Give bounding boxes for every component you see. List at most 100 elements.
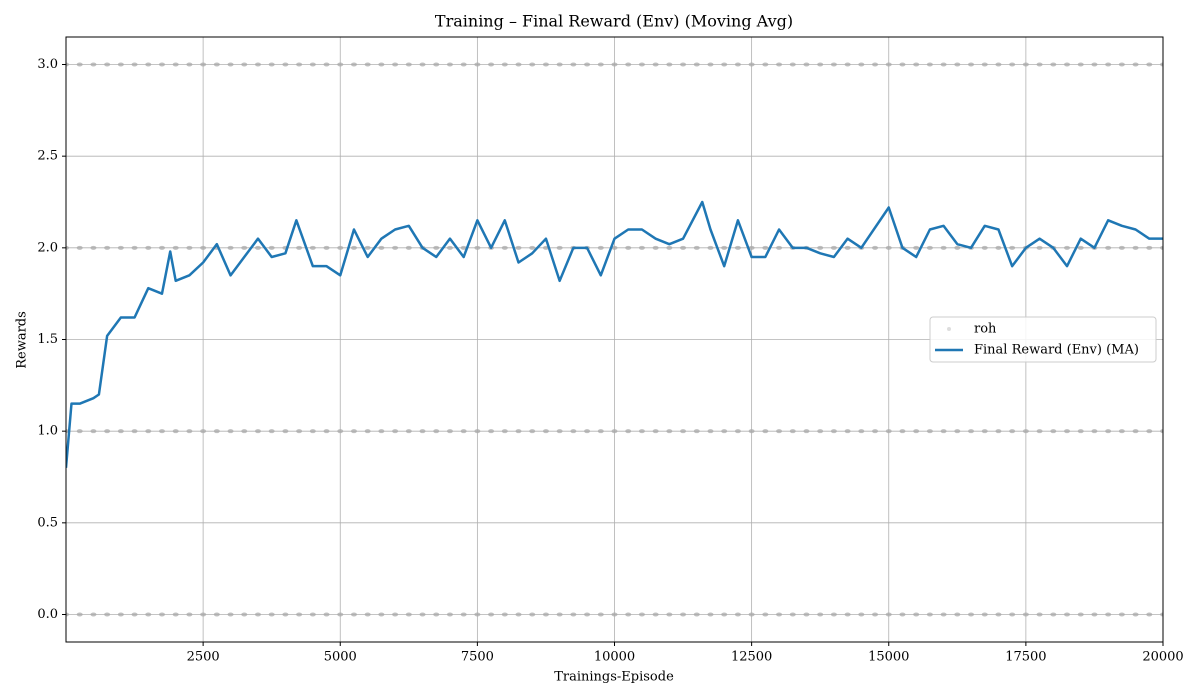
raw-point [1146, 612, 1153, 617]
raw-point [638, 245, 645, 250]
raw-point [378, 245, 385, 250]
raw-point [419, 62, 426, 67]
raw-point [625, 245, 632, 250]
y-tick-label: 2.0 [37, 240, 58, 255]
raw-point [474, 62, 481, 67]
raw-point [625, 62, 632, 67]
raw-point [556, 612, 563, 617]
raw-point [762, 245, 769, 250]
raw-point [405, 245, 412, 250]
raw-point [734, 245, 741, 250]
raw-point [570, 62, 577, 67]
raw-point [364, 62, 371, 67]
raw-point [844, 62, 851, 67]
raw-point [529, 429, 536, 434]
raw-point [200, 245, 207, 250]
raw-point [309, 612, 316, 617]
raw-point [392, 62, 399, 67]
raw-point [638, 62, 645, 67]
raw-point [542, 62, 549, 67]
legend-box [929, 316, 1157, 363]
raw-point [1050, 612, 1057, 617]
raw-point [1022, 62, 1029, 67]
raw-point [529, 245, 536, 250]
raw-point [584, 612, 591, 617]
raw-point [981, 245, 988, 250]
raw-point [926, 429, 933, 434]
raw-point [364, 429, 371, 434]
raw-point [515, 429, 522, 434]
raw-point [158, 612, 165, 617]
raw-point [433, 612, 440, 617]
raw-point [515, 62, 522, 67]
raw-point [844, 245, 851, 250]
raw-point [419, 429, 426, 434]
raw-point [1160, 245, 1163, 250]
raw-point [1077, 62, 1084, 67]
raw-point [707, 62, 714, 67]
legend-marker [947, 327, 951, 331]
raw-point [789, 429, 796, 434]
raw-point [995, 245, 1002, 250]
raw-point [241, 612, 248, 617]
raw-point [597, 62, 604, 67]
raw-point [1077, 245, 1084, 250]
raw-point [350, 612, 357, 617]
raw-point [913, 612, 920, 617]
raw-point [296, 429, 303, 434]
raw-point [638, 429, 645, 434]
x-tick-label: 10000 [594, 650, 635, 665]
x-tick-label: 12500 [731, 650, 772, 665]
raw-point [830, 62, 837, 67]
raw-point [666, 62, 673, 67]
raw-point [1009, 612, 1016, 617]
raw-point [337, 612, 344, 617]
y-axis-label: Rewards [15, 311, 30, 369]
raw-point [652, 429, 659, 434]
raw-point [104, 62, 111, 67]
raw-point [378, 612, 385, 617]
raw-point [1160, 429, 1163, 434]
raw-point [131, 62, 138, 67]
raw-point [501, 62, 508, 67]
raw-point [1146, 245, 1153, 250]
raw-point [968, 429, 975, 434]
raw-point [117, 612, 124, 617]
raw-point [666, 429, 673, 434]
raw-point [1132, 429, 1139, 434]
raw-point [405, 429, 412, 434]
raw-point [693, 62, 700, 67]
raw-point [611, 429, 618, 434]
legend-label: Final Reward (Env) (MA) [974, 343, 1139, 358]
y-tick-label: 1.0 [37, 424, 58, 439]
raw-point [227, 429, 234, 434]
raw-point [117, 62, 124, 67]
raw-point [460, 612, 467, 617]
raw-point [392, 245, 399, 250]
raw-point [66, 245, 69, 250]
raw-point [90, 429, 97, 434]
raw-point [529, 62, 536, 67]
raw-point [954, 245, 961, 250]
raw-point [693, 612, 700, 617]
raw-point [392, 612, 399, 617]
raw-point [1091, 612, 1098, 617]
raw-point [926, 612, 933, 617]
raw-point [611, 62, 618, 67]
raw-point [734, 429, 741, 434]
raw-point [817, 612, 824, 617]
y-tick-label: 1.5 [37, 332, 58, 347]
raw-point [680, 245, 687, 250]
raw-point [666, 612, 673, 617]
raw-point [1105, 429, 1112, 434]
raw-point [913, 245, 920, 250]
raw-point [90, 62, 97, 67]
raw-point [734, 612, 741, 617]
raw-point [872, 62, 879, 67]
raw-point [488, 612, 495, 617]
raw-point [172, 245, 179, 250]
x-tick-label: 20000 [1142, 650, 1183, 665]
plot-frame [65, 36, 1164, 643]
raw-point [872, 245, 879, 250]
